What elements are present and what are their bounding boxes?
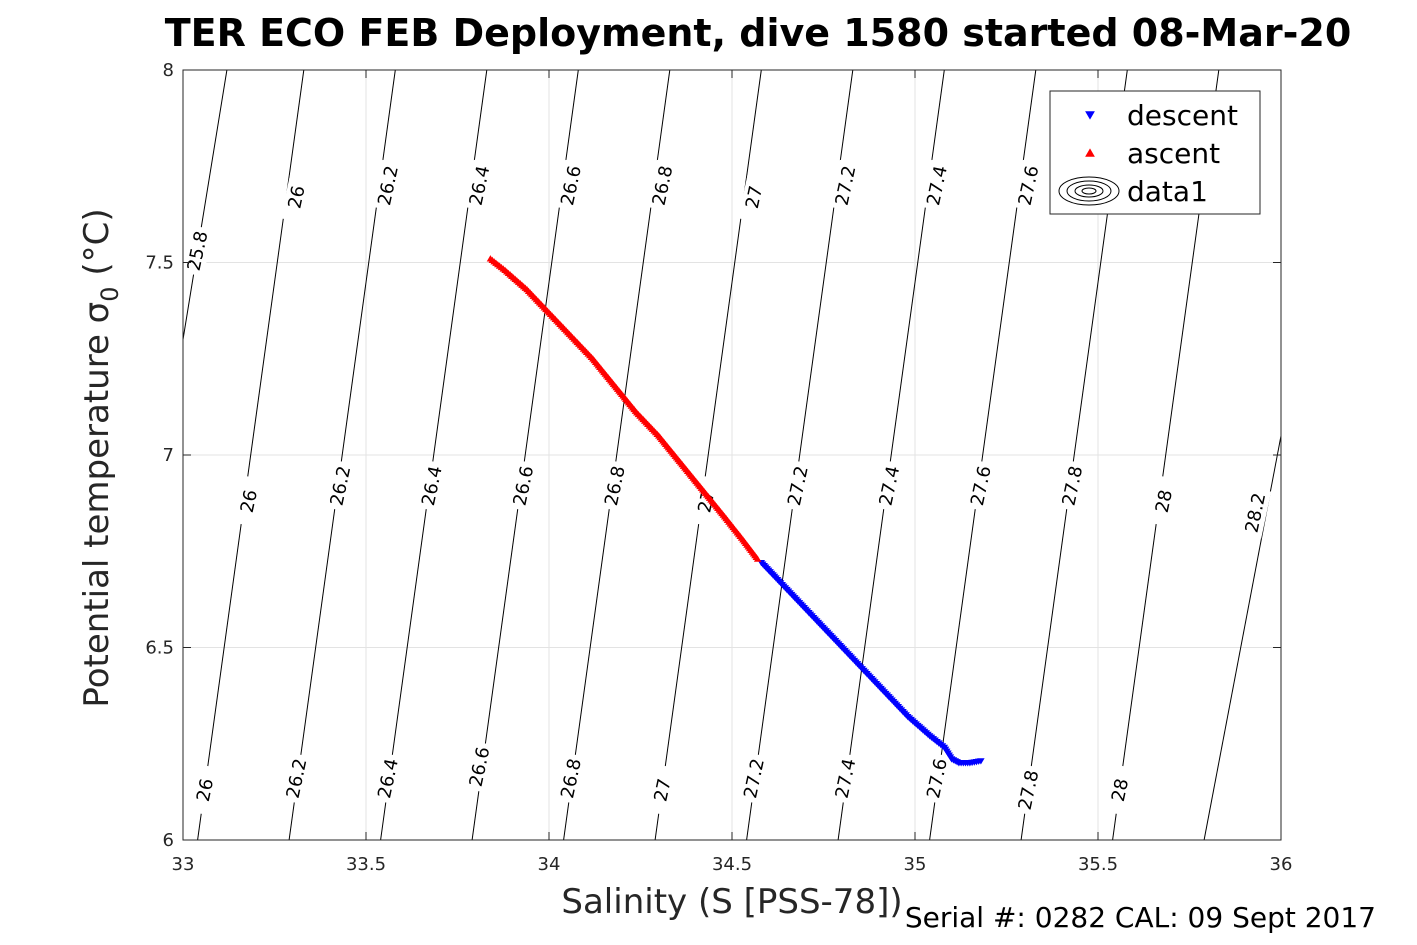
contour-label-background: [738, 752, 770, 805]
series-descent: [757, 559, 985, 767]
density-contour-line: [182, 69, 228, 340]
contour-label-background: [372, 159, 404, 212]
y-axis-ticks: 6 6.5 7 7.5 8: [145, 60, 1281, 851]
ascent-marker: [753, 555, 762, 562]
contour-label: 27: [738, 171, 770, 223]
contour-label-background: [1012, 764, 1045, 816]
contour-label-background: [463, 741, 496, 793]
legend-contour-icon: [1066, 180, 1112, 202]
contour-label: 26.8: [646, 159, 679, 212]
contour-label-background: [829, 159, 862, 212]
contour-label-background: [1012, 159, 1045, 212]
contour-label-background: [782, 460, 814, 512]
contour-label-text: 28: [1108, 777, 1133, 804]
contour-label-background: [233, 475, 265, 527]
x-tick-label: 35: [904, 854, 927, 875]
contour-label-background: [1148, 475, 1180, 527]
x-tick-label: 34.5: [712, 854, 752, 875]
data-series: [486, 255, 985, 767]
y-tick-label: 7.5: [145, 253, 174, 274]
chart-title: TER ECO FEB Deployment, dive 1580 starte…: [165, 11, 1352, 55]
y-axis-label-unit: (°C): [77, 208, 117, 286]
contour-label-background: [507, 460, 540, 512]
descent-marker: [977, 758, 985, 765]
legend-label: ascent: [1127, 137, 1220, 170]
contour-label: 27.8: [1056, 460, 1089, 512]
contour-label: 26: [280, 171, 313, 223]
legend: descent ascent data1: [1049, 90, 1261, 215]
contour-label-background: [555, 159, 587, 212]
legend-label: descent: [1127, 99, 1238, 132]
contour-label-background: [324, 460, 357, 512]
contour-label-text: 27: [650, 777, 675, 804]
x-axis-label: Salinity (S [PSS-78]): [561, 882, 902, 922]
contour-label-background: [416, 460, 448, 512]
contour-label-background: [555, 752, 587, 805]
y-axis-label-main: Potential temperature σ: [77, 302, 117, 708]
y-tick-label: 6.5: [145, 638, 174, 659]
contour-label-background: [372, 752, 404, 805]
contour-label-background: [646, 764, 679, 816]
x-tick-label: 33.5: [346, 854, 386, 875]
x-tick-label: 34: [538, 854, 561, 875]
y-tick-label: 7: [163, 445, 174, 466]
legend-item-ascent: ascent: [1085, 137, 1220, 170]
y-tick-label: 8: [163, 60, 174, 81]
legend-contour-icon: [1058, 176, 1120, 206]
contour-label-background: [189, 764, 221, 816]
contour-label-background: [829, 752, 862, 805]
contour-label: 28.2: [1239, 487, 1272, 539]
legend-contour-icon: [1074, 184, 1104, 198]
legend-contour-icon: [1081, 187, 1097, 195]
contour-label-background: [1239, 487, 1272, 539]
legend-label: data1: [1127, 175, 1208, 208]
contour-label-background: [921, 752, 953, 805]
contour-label: 26: [189, 764, 221, 816]
contour-label-background: [463, 159, 496, 212]
x-tick-label: 33: [172, 854, 195, 875]
contour-label: 27: [646, 764, 679, 816]
contour-label-text: 26: [193, 777, 218, 804]
y-tick-label: 6: [163, 830, 174, 851]
legend-marker-ascent: [1085, 148, 1095, 157]
contour-label-background: [921, 159, 953, 212]
contour-label-background: [873, 460, 906, 512]
contour-label: 28: [1148, 475, 1180, 527]
x-tick-label: 35.5: [1078, 854, 1118, 875]
contour-label-background: [1104, 764, 1136, 816]
contour-label-text: 28: [1152, 488, 1177, 515]
legend-item-descent: descent: [1085, 99, 1238, 132]
contour-label-background: [280, 752, 313, 805]
x-tick-label: 36: [1270, 854, 1293, 875]
contour-label-text: 26: [237, 488, 262, 515]
legend-item-data1: data1: [1058, 175, 1208, 208]
y-axis-label-subscript: 0: [96, 286, 124, 301]
contour-label-background: [599, 460, 631, 512]
contour-label-background: [181, 225, 214, 277]
contour-label-text: 26: [284, 184, 309, 211]
contour-label-text: 27: [742, 184, 767, 211]
serial-cal-footnote: Serial #: 0282 CAL: 09 Sept 2017: [905, 901, 1376, 934]
contour-label: 26: [233, 475, 265, 527]
contour-label: 28: [1104, 764, 1136, 816]
y-axis-label: Potential temperature σ0 (°C): [77, 208, 124, 707]
legend-marker-descent: [1085, 111, 1095, 120]
contour-label-background: [965, 460, 997, 512]
series-ascent: [486, 255, 762, 562]
contour-label-background: [646, 159, 679, 212]
contour-label-background: [738, 171, 770, 223]
contour-label-background: [280, 171, 313, 223]
contour-label-background: [1056, 460, 1089, 512]
x-axis-ticks: 33 33.5 34 34.5 35 35.5 36: [172, 70, 1293, 875]
